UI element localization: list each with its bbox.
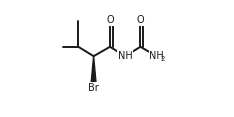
- Text: NH: NH: [149, 51, 164, 61]
- Text: NH: NH: [118, 51, 133, 61]
- Text: 2: 2: [161, 56, 165, 62]
- Text: Br: Br: [88, 83, 99, 93]
- Text: O: O: [106, 15, 114, 26]
- Text: O: O: [137, 15, 144, 26]
- Polygon shape: [91, 56, 96, 84]
